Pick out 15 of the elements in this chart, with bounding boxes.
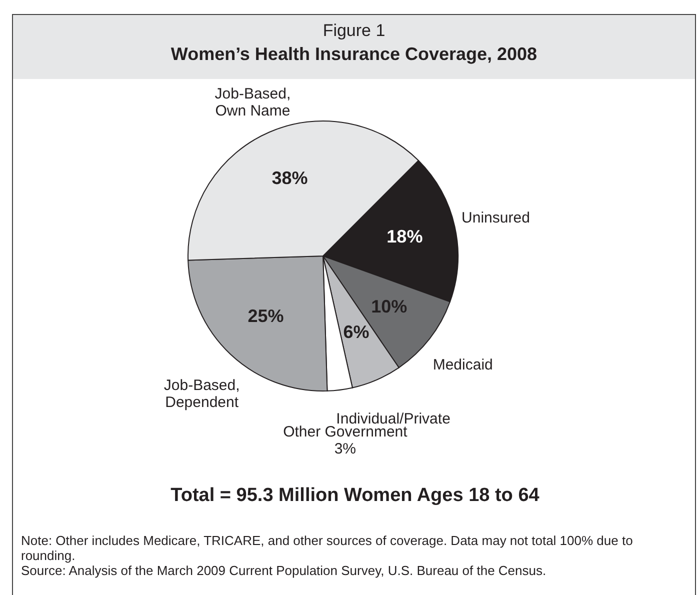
slice-label: Job-Based, Own Name (214, 86, 291, 120)
chart-subtitle: Figure 1 (322, 20, 386, 41)
text: Total = 95.3 Million Women Ages 18 to 64 (170, 485, 540, 507)
data-label: 6% (343, 322, 370, 342)
text: Note: Other includes Medicare, TRICARE, and other sources of coverage. Data may not total 100% due to rounding. (21, 533, 634, 563)
data-label: 10% (371, 296, 408, 316)
slice-label: Uninsured (462, 209, 530, 226)
slice-label: Job-Based, Dependent (164, 377, 240, 412)
data-label: 38% (272, 168, 308, 188)
data-label: 3% (334, 440, 356, 458)
data-label: 18% (386, 226, 423, 247)
source-note: Source: Analysis of the March 2009 Current Population Survey, U.S. Bureau of the Census. (21, 563, 548, 578)
data-label: 25% (248, 306, 284, 326)
slice-label: Medicaid (432, 356, 493, 374)
chart-title: Women’s Health Insurance Coverage, 2008 (170, 44, 538, 65)
